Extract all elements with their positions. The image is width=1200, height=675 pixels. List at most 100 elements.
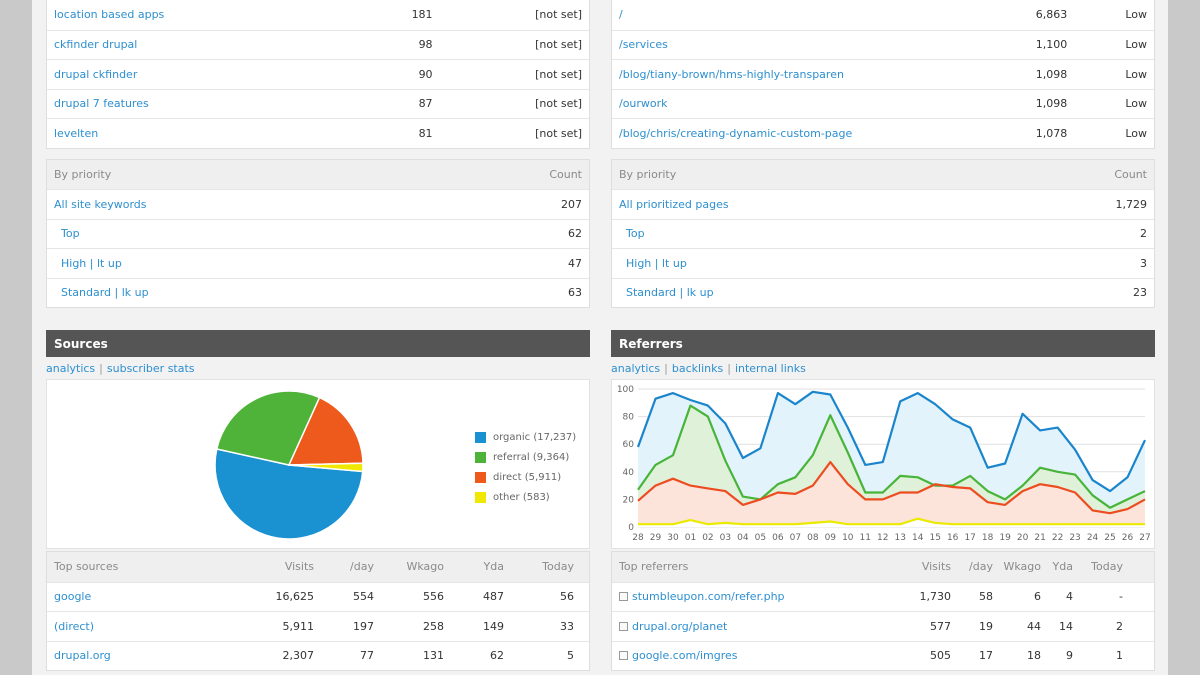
referrer-link[interactable]: drupal.org/planet [632, 619, 728, 633]
referrer-link[interactable]: stumbleupon.com/refer.php [632, 590, 785, 604]
y-tick-label: 0 [628, 523, 634, 533]
cell: 131 [423, 649, 444, 663]
priority-header-label: By priority [54, 167, 112, 181]
x-tick-label: 26 [1122, 533, 1134, 543]
col-header: Top referrers [619, 560, 689, 574]
priority-link[interactable]: High | lt up [61, 256, 122, 270]
page-priority-table: By priority Count All prioritized pages … [611, 158, 1155, 308]
legend-label: referral (9,364) [493, 451, 570, 463]
priority-link[interactable]: Standard | lk up [626, 286, 714, 300]
subscriber-stats-link[interactable]: subscriber stats [106, 361, 195, 375]
page-status: Low [1125, 67, 1147, 81]
table-row: /services 1,100 Low [612, 29, 1154, 60]
keyword-value: 181 [411, 8, 433, 22]
keyword-status: [not set] [535, 97, 582, 111]
page-value: 6,863 [1035, 8, 1068, 22]
keyword-link[interactable]: levelten [54, 126, 99, 140]
page-icon [619, 651, 628, 661]
dashboard-page: location based apps 181 [not set] ckfind… [32, 0, 1168, 675]
internal-links-link[interactable]: internal links [734, 361, 806, 375]
table-row: drupal ckfinder 90 [not set] [47, 59, 589, 89]
page-status: Low [1125, 8, 1147, 22]
keyword-status: [not set] [535, 67, 582, 81]
legend-item-organic: organic (17,237) [475, 427, 576, 447]
cell: 5,911 [282, 619, 315, 633]
page-link[interactable]: / [619, 8, 623, 22]
keyword-link[interactable]: location based apps [54, 8, 165, 22]
priority-link[interactable]: All site keywords [54, 197, 147, 211]
table-row: Standard | lk up 63 [47, 277, 589, 308]
page-link[interactable]: /ourwork [619, 97, 668, 111]
x-tick-label: 27 [1139, 533, 1150, 543]
page-link[interactable]: /blog/chris/creating-dynamic-custom-page [619, 126, 853, 140]
cell: 1,730 [919, 590, 952, 604]
referrers-links: analytics | backlinks | internal links [611, 357, 1155, 379]
table-row: /blog/chris/creating-dynamic-custom-page… [612, 118, 1154, 148]
source-link[interactable]: google [54, 590, 92, 604]
priority-link[interactable]: All prioritized pages [619, 197, 729, 211]
analytics-link[interactable]: analytics [46, 361, 96, 375]
priority-link[interactable]: Top [626, 227, 645, 241]
page-link[interactable]: /blog/tiany-brown/hms-highly-transparen [619, 67, 844, 81]
table-row: All prioritized pages 1,729 [612, 189, 1154, 219]
page-link[interactable]: /services [619, 38, 668, 52]
x-tick-label: 15 [929, 533, 940, 543]
cell: 5 [567, 649, 574, 663]
x-tick-label: 19 [999, 533, 1011, 543]
x-tick-label: 25 [1104, 533, 1115, 543]
referrer-cell: stumbleupon.com/refer.php [619, 590, 889, 603]
priority-link[interactable]: Standard | lk up [61, 286, 149, 300]
cell: 554 [353, 590, 374, 604]
analytics-link[interactable]: analytics [611, 361, 661, 375]
cell: 56 [560, 590, 574, 604]
series-line-0 [636, 390, 1146, 493]
keyword-link[interactable]: drupal ckfinder [54, 67, 138, 81]
priority-header-count: Count [1114, 167, 1147, 181]
priority-link[interactable]: High | lt up [626, 256, 687, 270]
separator: | [727, 361, 731, 375]
table-row: High | lt up 47 [47, 248, 589, 278]
legend-item-direct: direct (5,911) [475, 467, 576, 487]
x-tick-label: 29 [650, 533, 662, 543]
cell: 14 [1059, 619, 1073, 633]
page-value: 1,100 [1035, 38, 1068, 52]
referrer-cell: drupal.org/planet [619, 620, 889, 633]
x-tick-label: 03 [720, 533, 731, 543]
table-row: google 16,625 554 556 487 56 [47, 581, 589, 612]
sources-panel: Sources analytics | subscriber stats org… [46, 330, 590, 671]
keyword-link[interactable]: ckfinder drupal [54, 38, 138, 52]
cell: 62 [490, 649, 504, 663]
backlinks-link[interactable]: backlinks [671, 361, 724, 375]
x-tick-label: 22 [1052, 533, 1063, 543]
x-tick-label: 16 [947, 533, 959, 543]
table-header: By priority Count [612, 159, 1154, 189]
top-keywords-table: location based apps 181 [not set] ckfind… [46, 0, 590, 149]
keyword-value: 81 [418, 126, 433, 140]
table-row: drupal 7 features 87 [not set] [47, 88, 589, 119]
priority-count: 1,729 [1115, 197, 1148, 211]
legend-swatch [475, 451, 486, 463]
top-referrers-table: Top referrers Visits /day Wkago Yda Toda… [611, 551, 1155, 671]
priority-link[interactable]: Top [61, 227, 80, 241]
table-row: Standard | lk up 23 [612, 277, 1154, 308]
priority-count: 23 [1133, 286, 1147, 300]
table-row: / 6,863 Low [612, 0, 1154, 30]
col-header: /day [350, 560, 374, 574]
pie-slice-direct [287, 396, 364, 466]
referrer-link[interactable]: google.com/imgres [632, 649, 738, 663]
cell: 2 [1116, 619, 1123, 633]
separator: | [664, 361, 668, 375]
keyword-link[interactable]: drupal 7 features [54, 97, 149, 111]
col-header: Visits [921, 560, 951, 574]
left-column: location based apps 181 [not set] ckfind… [46, 0, 590, 671]
x-tick-label: 13 [895, 533, 906, 543]
source-link[interactable]: (direct) [54, 619, 95, 633]
page-icon [619, 621, 628, 631]
source-link[interactable]: drupal.org [54, 649, 111, 663]
cell: 577 [930, 619, 951, 633]
x-tick-label: 30 [667, 533, 679, 543]
table-row: /blog/tiany-brown/hms-highly-transparen … [612, 59, 1154, 89]
referrers-area-chart: 0 20 40 60 80 100 28 29 30 01 02 03 04 05 06 07 08 09 10 11… [611, 379, 1155, 549]
col-header: Wkago [1003, 560, 1041, 574]
page-icon [619, 592, 628, 602]
